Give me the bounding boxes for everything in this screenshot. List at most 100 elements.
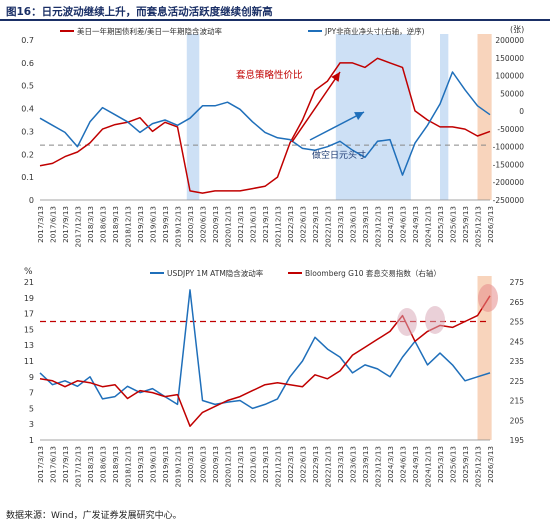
y2-tick-label-0: -50000 (497, 125, 524, 134)
x-tick-label-0: 2024/3/13 (386, 206, 395, 243)
x-tick-label-0: 2023/6/13 (349, 206, 358, 243)
y-tick-label-1: 15 (24, 325, 34, 334)
y-tick-label-0: 0.7 (21, 36, 34, 45)
arrow-jpy-short (309, 111, 365, 141)
arrow-carry-value (291, 71, 341, 143)
highlight-band-0-0 (186, 34, 200, 200)
x-tick-label-1: 2022/3/13 (286, 446, 295, 483)
x-tick-label-0: 2020/12/13 (224, 206, 233, 247)
x-tick-label-0: 2023/3/13 (336, 206, 345, 243)
x-tick-label-1: 2017/12/13 (74, 446, 83, 487)
figure-title: 图16：日元波动继续上升，而套息活动活跃度继续创新高 (6, 6, 273, 18)
x-tick-label-1: 2018/3/13 (86, 446, 95, 483)
x-tick-label-1: 2024/9/13 (411, 446, 420, 483)
y2-tick-label-1: 265 (510, 298, 525, 307)
x-tick-label-1: 2022/6/13 (299, 446, 308, 483)
x-tick-label-0: 2024/9/13 (411, 206, 420, 243)
x-tick-label-1: 2019/9/13 (161, 446, 170, 483)
y-tick-label-1: 13 (24, 341, 34, 350)
x-tick-label-0: 2021/12/13 (274, 206, 283, 247)
y2-tick-label-0: -100000 (493, 143, 525, 152)
x-tick-label-0: 2023/9/13 (361, 206, 370, 243)
y2-tick-label-1: 255 (510, 318, 525, 327)
y-tick-label-1: 17 (24, 310, 34, 319)
x-tick-label-0: 2017/6/13 (49, 206, 58, 243)
x-tick-label-1: 2021/12/13 (274, 446, 283, 487)
y-tick-label-1: 1 (29, 436, 34, 445)
y-tick-label-1: 3 (29, 420, 34, 429)
x-tick-label-1: 2019/12/13 (174, 446, 183, 487)
y2-tick-label-0: -250000 (493, 196, 525, 205)
x-tick-label-1: 2017/6/13 (49, 446, 58, 483)
x-tick-label-1: 2020/9/13 (211, 446, 220, 483)
y-tick-label-0: 0.4 (21, 105, 34, 114)
y2-tick-label-0: 0 (519, 107, 524, 116)
highlight-band-0-3 (477, 34, 492, 200)
x-tick-label-0: 2026/3/13 (486, 206, 495, 243)
y2-tick-label-0: 100000 (495, 72, 524, 81)
y2-tick-label-0: -200000 (493, 178, 525, 187)
highlight-band-0-2 (440, 34, 449, 200)
x-tick-label-0: 2019/6/13 (149, 206, 158, 243)
highlight-circle-2 (478, 284, 498, 312)
x-tick-label-0: 2021/3/13 (236, 206, 245, 243)
x-tick-label-0: 2024/6/13 (399, 206, 408, 243)
x-tick-label-0: 2018/12/13 (124, 206, 133, 247)
x-tick-label-0: 2023/12/13 (374, 206, 383, 247)
x-tick-label-0: 2022/12/13 (324, 206, 333, 247)
annotation-jpy-short: 做空日元头寸 (312, 149, 366, 161)
x-tick-label-1: 2025/3/13 (436, 446, 445, 483)
y2-tick-label-1: 235 (510, 357, 525, 366)
y2-tick-label-1: 225 (510, 377, 525, 386)
y-tick-label-0: 0.5 (21, 82, 34, 91)
x-tick-label-0: 2019/12/13 (174, 206, 183, 247)
x-tick-label-1: 2022/9/13 (311, 446, 320, 483)
highlight-circle-0 (397, 308, 417, 336)
x-tick-label-0: 2020/9/13 (211, 206, 220, 243)
x-tick-label-1: 2024/3/13 (386, 446, 395, 483)
legend-label-0-1: JPY非商业净头寸(右轴，逆序) (324, 26, 425, 36)
y2-tick-label-1: 275 (510, 278, 525, 287)
x-tick-label-0: 2017/12/13 (74, 206, 83, 247)
x-tick-label-0: 2022/6/13 (299, 206, 308, 243)
x-tick-label-1: 2020/12/13 (224, 446, 233, 487)
y-unit-label: % (24, 267, 33, 277)
x-tick-label-0: 2022/3/13 (286, 206, 295, 243)
x-tick-label-0: 2019/9/13 (161, 206, 170, 243)
series-line-0-0 (39, 57, 491, 194)
x-tick-label-0: 2018/3/13 (86, 206, 95, 243)
x-tick-label-0: 2017/3/13 (36, 206, 45, 243)
x-tick-label-0: 2024/12/13 (424, 206, 433, 247)
x-tick-label-0: 2020/3/13 (186, 206, 195, 243)
x-tick-label-1: 2021/3/13 (236, 446, 245, 483)
x-tick-label-1: 2017/9/13 (61, 446, 70, 483)
highlight-circle-1 (425, 306, 445, 334)
x-tick-label-1: 2017/3/13 (36, 446, 45, 483)
x-tick-label-1: 2018/9/13 (111, 446, 120, 483)
y-tick-label-1: 21 (24, 278, 34, 287)
x-tick-label-1: 2024/12/13 (424, 446, 433, 487)
x-tick-label-0: 2021/9/13 (261, 206, 270, 243)
legend-label-1-1: Bloomberg G10 套息交易指数（右轴） (305, 268, 441, 278)
x-tick-label-1: 2022/12/13 (324, 446, 333, 487)
y2-unit-label: (张) (510, 25, 524, 34)
x-tick-label-0: 2021/6/13 (249, 206, 258, 243)
x-tick-label-0: 2017/9/13 (61, 206, 70, 243)
x-tick-label-1: 2026/3/13 (486, 446, 495, 483)
y-tick-label-1: 9 (29, 373, 34, 382)
x-tick-label-1: 2020/6/13 (199, 446, 208, 483)
y-tick-label-1: 5 (29, 404, 34, 413)
y2-tick-label-1: 245 (510, 337, 525, 346)
x-tick-label-0: 2025/3/13 (436, 206, 445, 243)
highlight-band-1-2 (477, 276, 492, 440)
x-tick-label-1: 2018/6/13 (99, 446, 108, 483)
x-tick-label-1: 2023/6/13 (349, 446, 358, 483)
x-tick-label-1: 2025/6/13 (449, 446, 458, 483)
y-tick-label-1: 19 (24, 294, 34, 303)
series-line-1-0 (39, 289, 491, 410)
y-tick-label-0: 0.3 (21, 127, 34, 136)
x-tick-label-0: 2025/6/13 (449, 206, 458, 243)
x-tick-label-1: 2023/12/13 (374, 446, 383, 487)
x-tick-label-0: 2018/6/13 (99, 206, 108, 243)
